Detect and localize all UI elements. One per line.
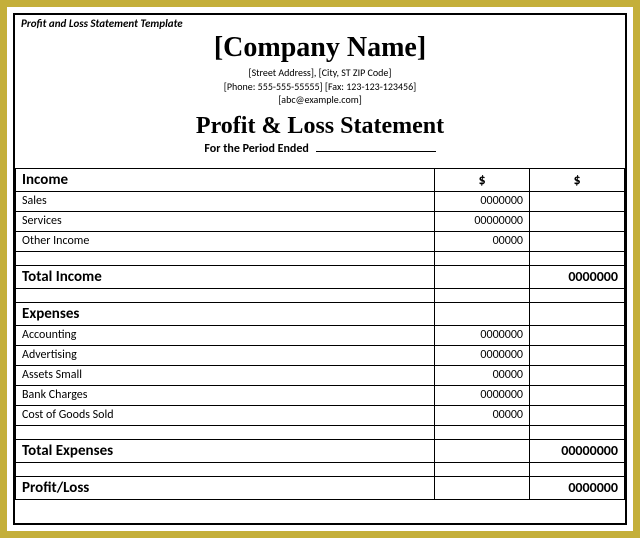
income-row-col1: 00000000	[435, 211, 530, 231]
expense-row-col2	[530, 385, 625, 405]
table-row: Advertising 0000000	[16, 345, 625, 365]
income-total-col2: 0000000	[530, 265, 625, 288]
expenses-blank-col1	[435, 302, 530, 325]
company-name: [Company Name]	[15, 32, 625, 64]
expense-row-col1: 00000	[435, 365, 530, 385]
template-label: Profit and Loss Statement Template	[15, 15, 625, 32]
expense-row-col1: 0000000	[435, 385, 530, 405]
income-row-col1: 00000	[435, 231, 530, 251]
expenses-header-row: Expenses	[16, 302, 625, 325]
income-row-col2	[530, 211, 625, 231]
income-row-col2	[530, 191, 625, 211]
expense-row-col1: 0000000	[435, 325, 530, 345]
expenses-total-label: Total Expenses	[16, 439, 435, 462]
expense-row-label: Accounting	[16, 325, 435, 345]
period-label: For the Period Ended	[204, 142, 308, 156]
income-row-col1: 0000000	[435, 191, 530, 211]
currency-col2: $	[530, 168, 625, 191]
spacer-row	[16, 251, 625, 265]
income-section-title: Income	[16, 168, 435, 191]
pl-table: Income $ $ Sales 0000000 Services 000000…	[15, 168, 625, 500]
table-row: Accounting 0000000	[16, 325, 625, 345]
result-col2: 0000000	[530, 476, 625, 499]
company-meta: [Street Address], [City, ST ZIP Code] [P…	[15, 66, 625, 107]
table-row: Sales 0000000	[16, 191, 625, 211]
expense-row-col2	[530, 405, 625, 425]
income-row-col2	[530, 231, 625, 251]
contact-line: [Phone: 555-555-55555] [Fax: 123-123-123…	[15, 80, 625, 94]
result-col1	[435, 476, 530, 499]
expense-row-col1: 0000000	[435, 345, 530, 365]
table-row: Services 00000000	[16, 211, 625, 231]
expense-row-label: Advertising	[16, 345, 435, 365]
expense-row-col2	[530, 345, 625, 365]
email-line: [abc@example.com]	[15, 93, 625, 107]
table-row: Other Income 00000	[16, 231, 625, 251]
spacer-row	[16, 425, 625, 439]
expenses-total-row: Total Expenses 00000000	[16, 439, 625, 462]
income-row-label: Other Income	[16, 231, 435, 251]
spacer-row	[16, 462, 625, 476]
spacer-row	[16, 288, 625, 302]
expense-row-label: Bank Charges	[16, 385, 435, 405]
expense-row-col1: 00000	[435, 405, 530, 425]
expenses-blank-col2	[530, 302, 625, 325]
income-total-row: Total Income 0000000	[16, 265, 625, 288]
period-line: For the Period Ended	[15, 142, 625, 156]
statement-title: Profit & Loss Statement	[15, 113, 625, 140]
inner-frame: Profit and Loss Statement Template [Comp…	[13, 13, 627, 525]
result-label: Profit/Loss	[16, 476, 435, 499]
table-row: Assets Small 00000	[16, 365, 625, 385]
table-row: Bank Charges 0000000	[16, 385, 625, 405]
income-header-row: Income $ $	[16, 168, 625, 191]
expense-row-col2	[530, 365, 625, 385]
expense-row-label: Cost of Goods Sold	[16, 405, 435, 425]
table-row: Cost of Goods Sold 00000	[16, 405, 625, 425]
expense-row-col2	[530, 325, 625, 345]
expenses-section-title: Expenses	[16, 302, 435, 325]
period-blank-line	[316, 142, 436, 152]
income-row-label: Sales	[16, 191, 435, 211]
income-total-label: Total Income	[16, 265, 435, 288]
expense-row-label: Assets Small	[16, 365, 435, 385]
income-total-col1	[435, 265, 530, 288]
outer-frame: Profit and Loss Statement Template [Comp…	[0, 0, 640, 538]
expenses-total-col1	[435, 439, 530, 462]
income-row-label: Services	[16, 211, 435, 231]
header-block: [Company Name] [Street Address], [City, …	[15, 32, 625, 156]
currency-col1: $	[435, 168, 530, 191]
address-line: [Street Address], [City, ST ZIP Code]	[15, 66, 625, 80]
result-row: Profit/Loss 0000000	[16, 476, 625, 499]
expenses-total-col2: 00000000	[530, 439, 625, 462]
